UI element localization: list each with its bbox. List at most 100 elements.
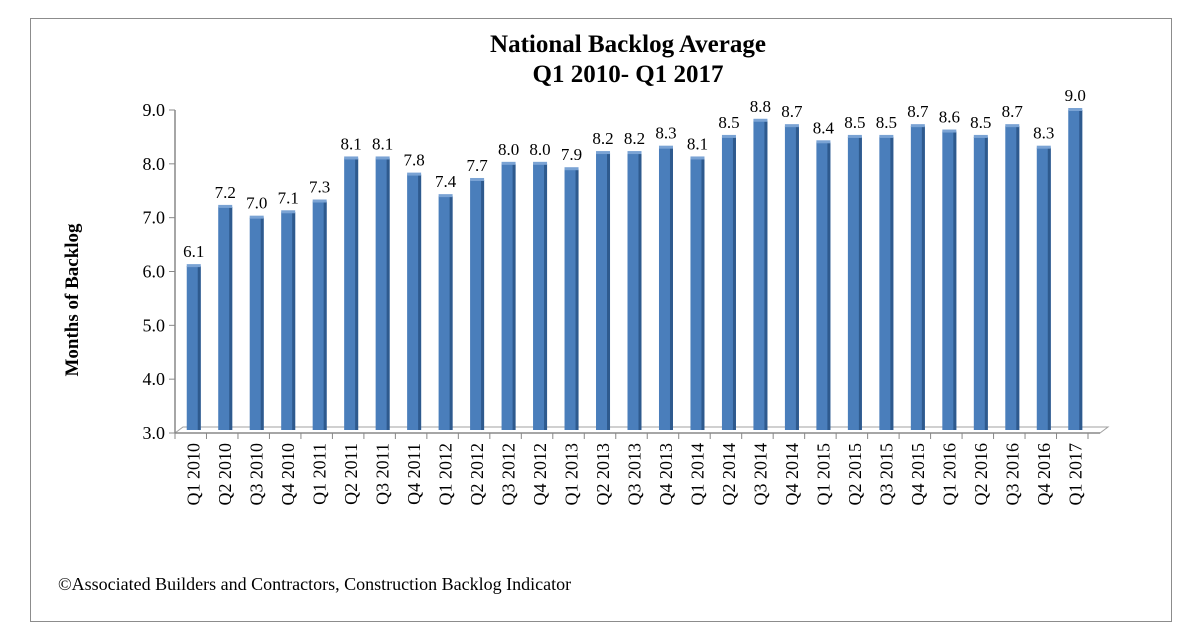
data-label: 8.0 [529,140,550,159]
bar [847,136,862,430]
x-tick-label: Q1 2012 [436,443,456,506]
x-tick-label: Q3 2013 [625,443,645,506]
data-label: 8.7 [1002,102,1024,121]
y-tick-label: 4.0 [143,369,166,389]
bar [186,266,201,430]
data-label: 7.9 [561,145,582,164]
x-tick-label: Q3 2010 [247,443,267,506]
bar-top [1036,145,1051,149]
bar-top [281,210,296,214]
bar [784,126,799,431]
bar-top [973,134,988,138]
bar-top [627,151,642,155]
bar-top [564,167,579,171]
data-label: 7.3 [309,178,330,197]
bar-side [323,201,327,430]
bar [942,131,957,431]
y-tick-label: 9.0 [143,100,166,120]
data-label: 7.0 [246,194,267,213]
bar [816,142,831,431]
bar-top [470,177,485,181]
x-tick-label: Q1 2014 [687,443,707,506]
bar [281,212,296,430]
bar [879,136,894,430]
chart-subtitle: Q1 2010- Q1 2017 [533,61,724,88]
x-tick-label: Q3 2012 [499,443,519,506]
bar [910,126,925,431]
bar-side [638,153,642,431]
bar [1005,126,1020,431]
bar-side [984,136,988,430]
data-label: 8.1 [341,134,362,153]
x-tick-label: Q4 2012 [530,443,550,506]
x-tick-label: Q2 2016 [971,443,991,506]
data-label: 8.1 [372,134,393,153]
y-tick-label: 8.0 [143,154,166,174]
bar-side [1047,147,1051,430]
bar-side [386,158,390,430]
bar-top [344,156,359,160]
data-label: 7.7 [466,156,488,175]
data-label: 8.6 [939,108,960,127]
x-tick-label: Q4 2013 [656,443,676,506]
bar-side [292,212,296,430]
x-tick-label: Q1 2013 [562,443,582,506]
bar-top [501,161,516,165]
bar [375,158,390,430]
bar-side [355,158,359,430]
bar-top [658,145,673,149]
bar [690,158,705,430]
bar-side [449,196,453,430]
data-label: 8.0 [498,140,519,159]
bar-top [438,194,453,198]
x-tick-label: Q2 2010 [215,443,235,506]
x-tick-label: Q1 2010 [184,443,204,506]
bar [312,201,327,430]
bar-top [407,172,422,176]
x-tick-label: Q4 2014 [782,443,802,506]
bar-top [1068,108,1083,111]
bar [249,217,264,430]
bar [753,120,768,431]
bar [596,153,611,431]
bar-top [596,151,611,155]
bar [658,147,673,430]
x-tick-label: Q4 2016 [1034,443,1054,506]
bar-side [1016,126,1020,431]
x-tick-label: Q3 2016 [1002,443,1022,506]
bar-side [575,169,579,430]
bar-top [1005,124,1020,128]
bar-top [375,156,390,160]
bar-side [229,206,233,430]
bar-side [481,179,485,430]
x-tick-label: Q3 2014 [750,443,770,506]
bar-side [607,153,611,431]
bar-side [890,136,894,430]
bar-top [218,204,233,208]
data-label: 8.5 [844,113,865,132]
data-label: 6.1 [183,242,204,261]
x-tick-label: Q1 2015 [813,443,833,506]
data-label: 8.2 [624,129,645,148]
bar-top [533,161,548,165]
bar-side [858,136,862,430]
bar [973,136,988,430]
bar-top [847,134,862,138]
y-tick-label: 6.0 [143,262,166,282]
bar [627,153,642,431]
data-label: 8.5 [718,113,739,132]
data-label: 8.1 [687,134,708,153]
bar-top [942,129,957,133]
bar [564,169,579,430]
x-tick-label: Q4 2015 [908,443,928,506]
x-tick-label: Q2 2011 [341,443,361,505]
bar-side [544,163,548,431]
bar-top [249,215,264,219]
data-label: 8.3 [655,124,676,143]
x-tick-label: Q1 2011 [310,443,330,505]
data-label: 8.5 [970,113,991,132]
data-label: 7.4 [435,172,457,191]
data-label: 7.8 [403,151,424,170]
x-tick-label: Q2 2013 [593,443,613,506]
bar-top [690,156,705,160]
